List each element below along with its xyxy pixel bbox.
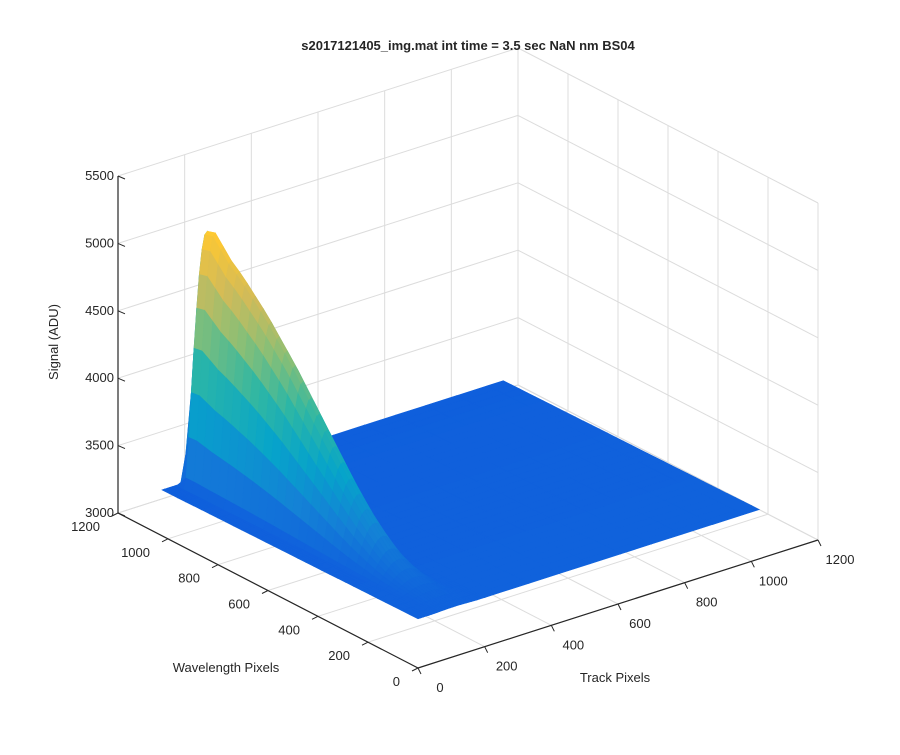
chart-title: s2017121405_img.mat int time = 3.5 sec N… bbox=[301, 38, 635, 53]
y-tick-mark bbox=[411, 667, 419, 672]
x-tick-label: 1200 bbox=[826, 552, 855, 567]
z-tick-label: 5500 bbox=[85, 168, 114, 183]
y-tick-label: 1200 bbox=[71, 519, 100, 534]
y-tick-mark bbox=[211, 564, 219, 569]
y-tick-label: 400 bbox=[278, 622, 300, 637]
y-tick-mark bbox=[111, 512, 119, 517]
y-tick-label: 0 bbox=[393, 674, 400, 689]
tick-layer: 0 200 400 600 800 1000 1200 0 200 400 600 800 1000 12… bbox=[71, 168, 854, 695]
y-tick-mark bbox=[261, 590, 269, 594]
x-tick-label: 400 bbox=[562, 637, 584, 652]
x-tick-label: 600 bbox=[629, 616, 651, 631]
x-tick-mark bbox=[417, 667, 422, 675]
x-tick-label: 1000 bbox=[759, 573, 788, 588]
y-tick-label: 200 bbox=[328, 648, 350, 663]
z-tick-mark bbox=[117, 310, 126, 315]
x-axis-label: Track Pixels bbox=[580, 670, 651, 685]
x-tick-label: 200 bbox=[496, 659, 518, 674]
z-tick-mark bbox=[117, 512, 126, 517]
y-tick-label: 1000 bbox=[121, 545, 150, 560]
surface-layer bbox=[161, 230, 761, 620]
z-tick-mark bbox=[117, 377, 126, 382]
z-tick-label: 3000 bbox=[85, 505, 114, 520]
z-axis-label: Signal (ADU) bbox=[46, 304, 61, 380]
y-tick-mark bbox=[361, 641, 369, 646]
gridline-y bbox=[367, 513, 769, 643]
x-tick-mark bbox=[484, 646, 489, 653]
z-tick-label: 4000 bbox=[85, 370, 114, 385]
x-tick-label: 800 bbox=[696, 595, 718, 610]
z-tick-label: 4500 bbox=[85, 303, 114, 318]
z-tick-label: 3500 bbox=[85, 438, 114, 453]
y-tick-label: 800 bbox=[178, 571, 200, 586]
x-tick-mark bbox=[684, 582, 689, 589]
x-tick-mark bbox=[750, 561, 755, 568]
x-tick-mark bbox=[617, 603, 622, 611]
z-tick-label: 5000 bbox=[85, 235, 114, 250]
z-tick-mark bbox=[117, 445, 126, 450]
z-tick-mark bbox=[117, 242, 126, 247]
y-tick-label: 600 bbox=[228, 597, 250, 612]
y-tick-mark bbox=[311, 615, 319, 620]
x-tick-label: 0 bbox=[436, 680, 443, 695]
y-axis-label: Wavelength Pixels bbox=[173, 660, 280, 675]
y-tick-mark bbox=[161, 538, 169, 543]
x-tick-mark bbox=[817, 539, 822, 547]
surface-patch bbox=[409, 613, 422, 620]
x-tick-mark bbox=[550, 625, 555, 632]
z-tick-mark bbox=[117, 175, 126, 180]
